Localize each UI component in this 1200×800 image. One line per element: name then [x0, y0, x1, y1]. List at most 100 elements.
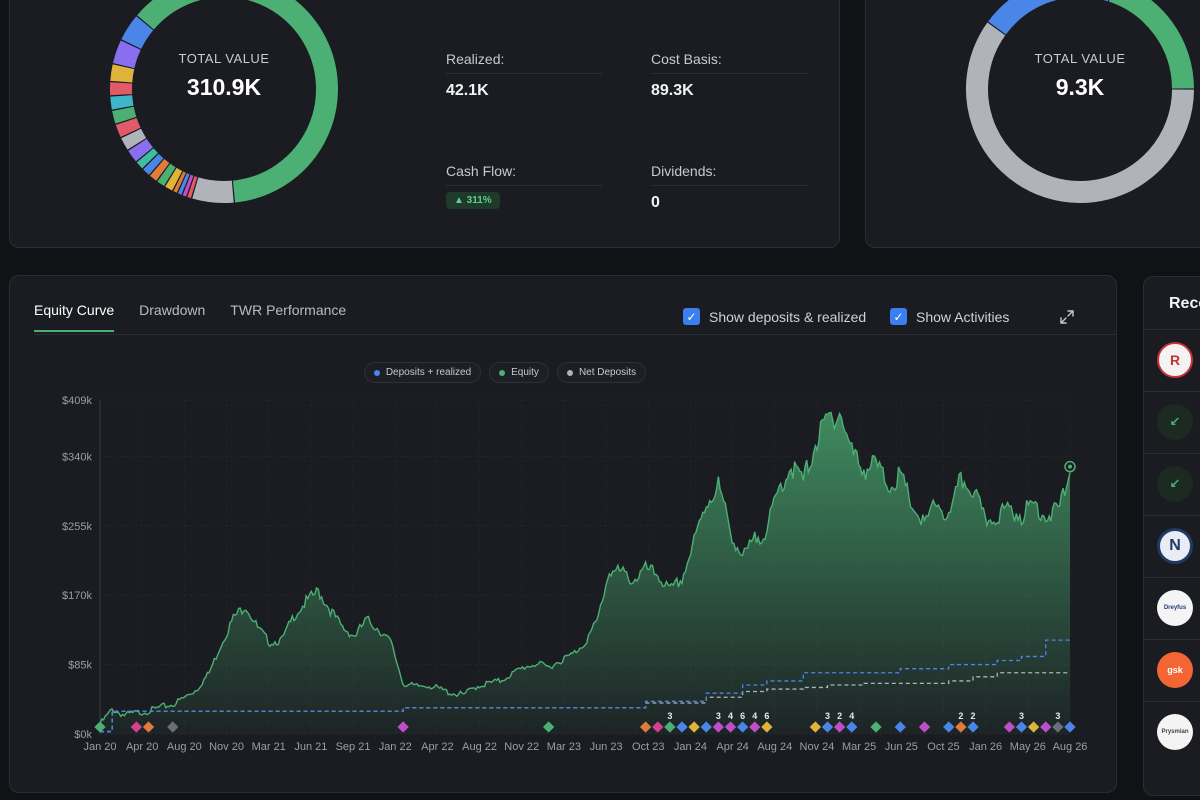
activity-count-label: 4: [728, 711, 733, 721]
activity-marker[interactable]: [833, 721, 846, 733]
deposits-realized-line[interactable]: [100, 639, 1070, 733]
activity-count-label: 3: [1055, 711, 1060, 721]
donut-center-label: TOTAL VALUE 310.9K: [108, 51, 340, 101]
activity-marker[interactable]: [397, 721, 409, 733]
legend-equity[interactable]: Equity: [489, 362, 549, 383]
secondary-donut-segment[interactable]: [988, 0, 1111, 35]
equity-line[interactable]: [99, 411, 1071, 725]
equity-end-point[interactable]: [1064, 460, 1076, 473]
activity-marker[interactable]: [639, 721, 652, 733]
allocation-donut-segment[interactable]: [143, 153, 164, 175]
allocation-donut-segment[interactable]: [110, 64, 135, 83]
allocation-donut-segment[interactable]: [182, 174, 194, 197]
allocation-donut-segment[interactable]: [178, 173, 190, 195]
allocation-donut-segment[interactable]: [173, 171, 186, 193]
activity-marker[interactable]: [142, 721, 155, 733]
activity-marker[interactable]: [542, 721, 555, 733]
allocation-donut-segment[interactable]: [112, 40, 141, 69]
chart-legend: Deposits + realized Equity Net Deposits: [10, 362, 1116, 383]
secondary-donut-segment[interactable]: [966, 22, 1194, 203]
allocation-donut-segment[interactable]: [112, 106, 137, 124]
brand-logo-prysmian: Prysmian: [1157, 714, 1193, 750]
activity-marker[interactable]: [955, 721, 967, 733]
activity-marker[interactable]: [943, 721, 955, 733]
total-value: 310.9K: [186, 74, 262, 100]
activity-marker[interactable]: [167, 721, 179, 733]
activity-marker[interactable]: [1003, 721, 1016, 733]
show-deposits-toggle[interactable]: ✓ Show deposits & realized: [683, 308, 866, 325]
allocation-donut[interactable]: TOTAL VALUE 310.9K: [108, 0, 340, 205]
recent-activity-row[interactable]: R: [1144, 329, 1200, 391]
activity-marker[interactable]: [664, 721, 676, 733]
equity-chart-card: Equity Curve Drawdown TWR Performance ✓ …: [9, 275, 1117, 793]
activity-marker[interactable]: [712, 721, 725, 733]
secondary-donut[interactable]: TOTAL VALUE 9.3K: [964, 0, 1196, 205]
tab-equity-curve[interactable]: Equity Curve: [34, 302, 115, 332]
activity-marker[interactable]: [1027, 721, 1040, 733]
legend-dot-green: [499, 369, 506, 376]
activity-marker[interactable]: [652, 721, 664, 733]
activity-marker[interactable]: [1040, 721, 1052, 733]
allocation-donut-segment[interactable]: [136, 148, 159, 169]
activity-marker[interactable]: [700, 721, 712, 733]
activity-marker[interactable]: [688, 721, 700, 733]
activity-marker[interactable]: [870, 721, 882, 733]
activity-marker[interactable]: [724, 721, 737, 733]
x-tick-label: Nov 24: [800, 741, 835, 753]
allocation-donut-segment[interactable]: [128, 138, 154, 162]
equity-end-point-core: [1068, 464, 1072, 469]
activity-marker[interactable]: [676, 721, 688, 733]
allocation-donut-chart: [110, 0, 338, 203]
chart-tabs: Equity Curve Drawdown TWR Performance: [34, 302, 346, 332]
show-activities-checkbox[interactable]: ✓: [890, 308, 907, 325]
y-tick-label: $0k: [74, 729, 92, 741]
allocation-donut-segment[interactable]: [150, 158, 170, 181]
activity-marker[interactable]: [749, 721, 761, 733]
legend-net-deposits[interactable]: Net Deposits: [556, 362, 647, 383]
activity-marker[interactable]: [736, 721, 749, 733]
tab-drawdown[interactable]: Drawdown: [139, 302, 206, 318]
allocation-donut-segment[interactable]: [115, 117, 141, 138]
recent-activity-row[interactable]: N: [1144, 515, 1200, 577]
activity-marker[interactable]: [821, 721, 834, 733]
allocation-donut-segment[interactable]: [110, 95, 134, 110]
activity-marker[interactable]: [918, 721, 931, 733]
activity-marker[interactable]: [1064, 721, 1076, 733]
show-activities-toggle[interactable]: ✓ Show Activities: [890, 308, 1009, 325]
secondary-donut-segment[interactable]: [1108, 0, 1194, 89]
activity-marker[interactable]: [1015, 721, 1028, 733]
show-deposits-checkbox[interactable]: ✓: [683, 308, 700, 325]
activity-marker[interactable]: [761, 721, 773, 733]
activity-count-label: 3: [716, 711, 721, 721]
legend-deposits-realized[interactable]: Deposits + realized: [363, 362, 482, 383]
cost-basis-label: Cost Basis:: [651, 51, 807, 74]
allocation-donut-segment[interactable]: [165, 167, 183, 191]
activity-marker[interactable]: [1052, 721, 1064, 733]
allocation-donut-segment[interactable]: [121, 128, 147, 150]
recent-activity-row[interactable]: ↙: [1144, 391, 1200, 453]
secondary-summary-card: TOTAL VALUE 9.3K: [865, 0, 1200, 248]
activity-marker[interactable]: [809, 721, 822, 733]
cash-flow-label: Cash Flow:: [446, 163, 602, 186]
activity-marker[interactable]: [894, 721, 906, 733]
tabs-divider: [34, 334, 1116, 335]
activity-marker[interactable]: [846, 721, 858, 733]
activity-count-label: 2: [958, 711, 963, 721]
allocation-donut-segment[interactable]: [192, 177, 234, 203]
recent-activity-row[interactable]: gsk: [1144, 639, 1200, 701]
legend-label: Deposits + realized: [385, 367, 472, 378]
recent-activity-row[interactable]: Prysmian: [1144, 701, 1200, 763]
tab-twr-performance[interactable]: TWR Performance: [230, 302, 347, 318]
show-deposits-label: Show deposits & realized: [709, 308, 867, 325]
x-tick-label: Jun 25: [885, 741, 918, 753]
recent-activity-row[interactable]: Dreyfus: [1144, 577, 1200, 639]
recent-activity-row[interactable]: ↙: [1144, 453, 1200, 515]
allocation-donut-segment[interactable]: [157, 163, 176, 186]
legend-dot-blue: [373, 369, 380, 376]
allocation-donut-segment[interactable]: [187, 176, 198, 199]
allocation-donut-segment[interactable]: [121, 16, 154, 50]
expand-icon[interactable]: [1059, 309, 1075, 325]
allocation-donut-segment[interactable]: [137, 0, 338, 203]
activity-marker[interactable]: [967, 721, 979, 733]
